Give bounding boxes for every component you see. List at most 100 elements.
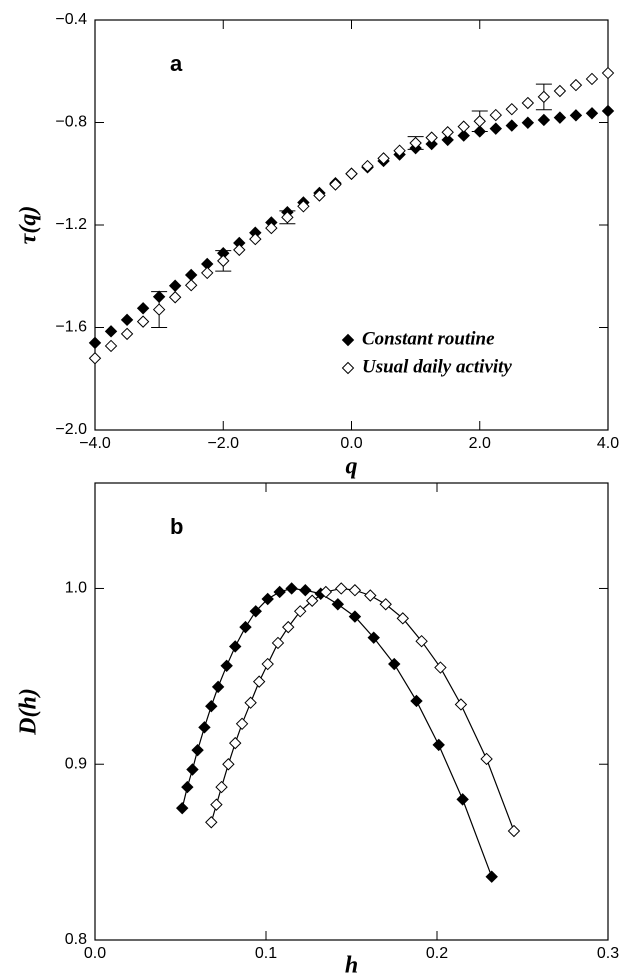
data-point — [305, 594, 319, 607]
data-point — [222, 758, 235, 771]
data-point — [176, 801, 189, 815]
data-point — [120, 313, 134, 327]
panel-label: a — [170, 51, 183, 76]
legend-marker — [341, 333, 355, 347]
data-point — [273, 585, 286, 599]
x-tick-label: −2.0 — [207, 435, 239, 452]
data-point — [585, 72, 599, 86]
data-point — [293, 605, 307, 618]
data-point — [168, 291, 182, 304]
data-point — [434, 661, 447, 674]
data-point — [441, 133, 454, 147]
data-point — [441, 126, 454, 139]
data-point — [88, 336, 102, 350]
data-point — [281, 211, 294, 224]
y-tick-label: −0.4 — [55, 11, 87, 28]
data-point — [215, 780, 228, 794]
data-point — [282, 620, 295, 634]
data-point — [201, 266, 214, 280]
data-point — [136, 315, 150, 328]
data-point — [205, 816, 218, 829]
data-point — [537, 113, 551, 127]
data-point — [489, 108, 502, 122]
data-point — [244, 696, 257, 709]
data-point — [233, 243, 246, 257]
y-tick-label: 1.0 — [65, 580, 87, 597]
data-point — [473, 115, 486, 128]
data-point — [249, 232, 262, 246]
data-point — [601, 104, 615, 118]
data-point — [601, 66, 615, 80]
x-tick-label: −4.0 — [79, 435, 111, 452]
data-point — [186, 763, 199, 776]
data-point — [198, 721, 211, 734]
x-axis-label: h — [345, 953, 358, 973]
data-point — [104, 325, 118, 338]
data-point — [88, 352, 102, 365]
data-point — [217, 254, 230, 268]
data-point — [348, 584, 362, 597]
data-point — [261, 592, 274, 606]
data-point — [553, 84, 567, 98]
data-point — [235, 717, 249, 731]
legend-marker — [341, 361, 355, 375]
data-point — [104, 339, 118, 353]
data-point — [184, 279, 198, 292]
data-point — [432, 738, 445, 752]
data-point — [480, 752, 493, 766]
data-point — [261, 657, 274, 671]
data-point — [456, 793, 469, 806]
data-point — [329, 178, 342, 191]
data-point — [361, 159, 374, 173]
data-point — [489, 122, 502, 135]
data-point — [457, 120, 470, 133]
data-point — [239, 620, 252, 634]
data-point — [379, 598, 392, 611]
data-point — [388, 657, 401, 671]
data-point — [335, 582, 348, 595]
data-point — [285, 582, 298, 595]
data-point — [299, 584, 312, 597]
x-tick-label: 0.2 — [426, 945, 448, 962]
data-point — [184, 268, 198, 282]
data-point — [191, 743, 204, 757]
data-point — [211, 680, 225, 694]
data-point — [507, 824, 521, 838]
data-point — [297, 200, 310, 213]
data-point — [271, 636, 285, 650]
data-point — [537, 90, 551, 104]
data-point — [393, 144, 406, 157]
data-point — [569, 109, 583, 122]
panel-label: b — [170, 514, 183, 539]
data-point — [152, 303, 166, 316]
data-point — [348, 610, 362, 623]
legend-label: Constant routine — [362, 328, 495, 349]
data-point — [168, 279, 182, 292]
data-point — [569, 78, 583, 92]
x-tick-label: 0.1 — [255, 945, 277, 962]
data-point — [396, 612, 410, 625]
data-point — [136, 302, 150, 315]
data-point — [485, 870, 498, 883]
data-point — [367, 631, 380, 644]
data-point — [205, 700, 218, 713]
x-tick-label: 0.3 — [597, 945, 619, 962]
data-point — [313, 189, 326, 202]
data-point — [505, 119, 519, 132]
y-tick-label: −0.8 — [55, 114, 87, 131]
data-point — [553, 111, 567, 124]
data-point — [319, 585, 333, 599]
data-point — [410, 694, 423, 708]
data-point — [521, 116, 535, 129]
y-axis-label: D(h) — [16, 688, 42, 736]
data-point — [377, 152, 390, 165]
y-tick-label: −1.6 — [55, 319, 87, 336]
y-tick-label: −1.2 — [55, 216, 87, 233]
data-point — [521, 96, 535, 110]
data-point — [409, 136, 422, 150]
data-point — [265, 221, 278, 235]
x-tick-label: 0.0 — [340, 435, 362, 452]
legend-label: Usual daily activity — [362, 356, 512, 377]
data-point — [120, 327, 134, 341]
